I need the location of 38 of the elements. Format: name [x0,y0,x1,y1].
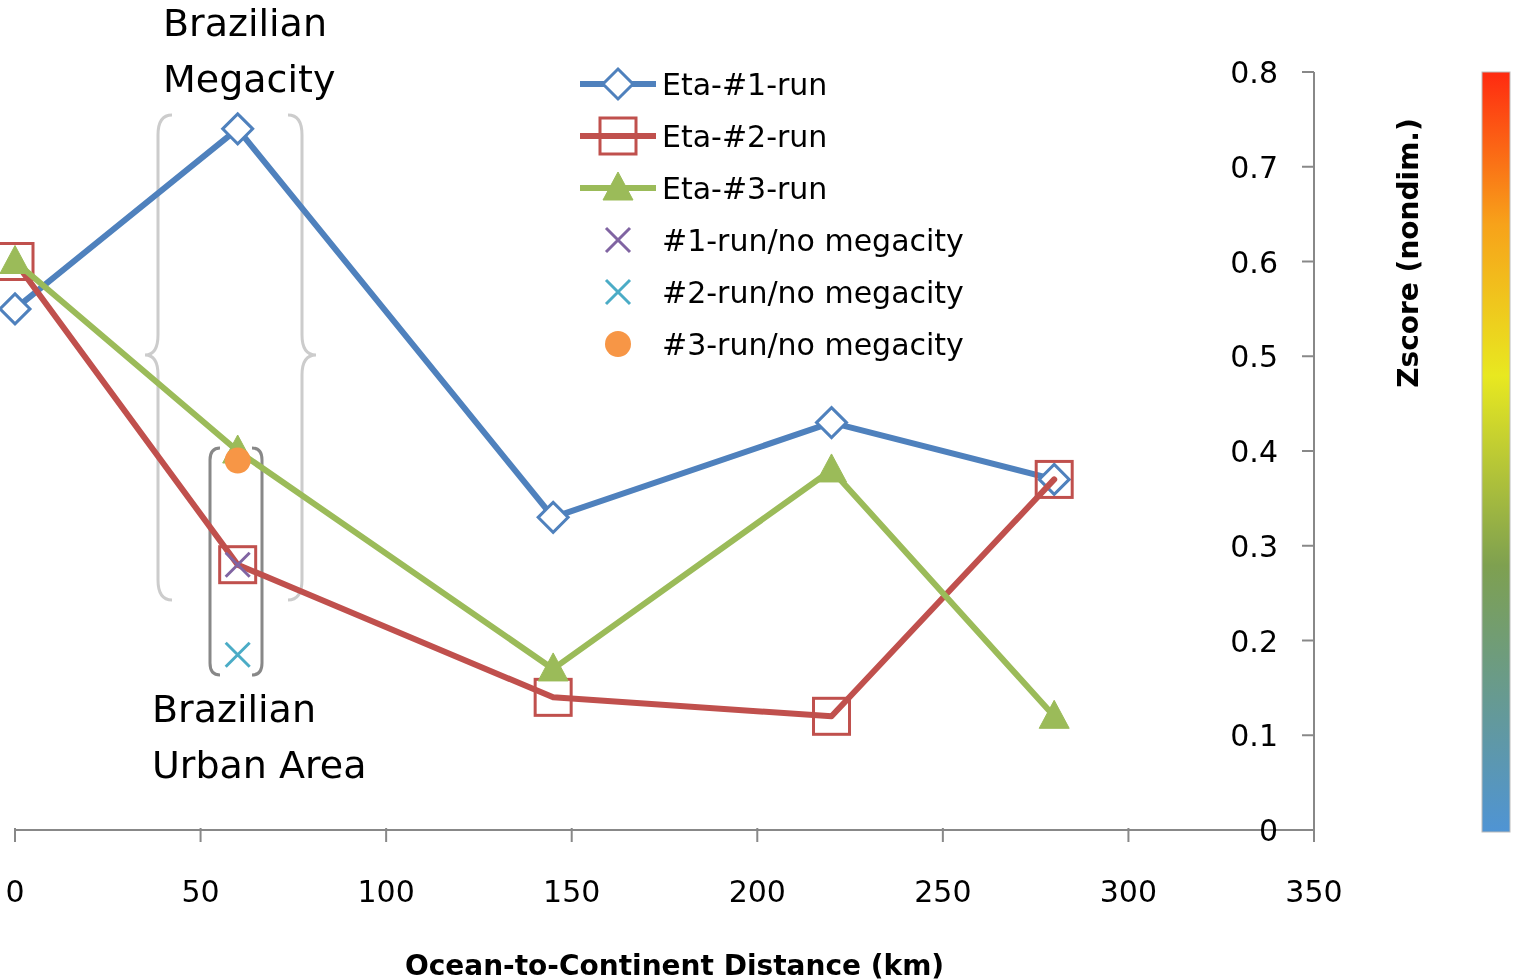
color-bar-title: Zscore (nondim.) [1392,118,1425,388]
point [218,545,258,585]
y-tick-label: 0.8 [1230,55,1278,90]
point [537,652,569,682]
legend-label: #3-run/no megacity [662,327,964,362]
legend-label: Eta-#1-run [662,67,828,102]
point [815,406,849,440]
x-tick-label: 350 [1285,874,1343,909]
point [816,453,848,483]
point [536,500,570,534]
legend-label: Eta-#3-run [662,171,828,206]
x-tick-label: 100 [357,874,415,909]
point [812,696,852,736]
point [1038,699,1070,729]
legend-label: Eta-#2-run [662,119,828,154]
y-tick-label: 0.2 [1230,623,1278,659]
x-tick-label: 200 [728,874,786,909]
y-tick-label: 0.7 [1230,149,1278,185]
x-axis-title: Ocean-to-Continent Distance (km) [404,949,945,980]
annotation: Brazilian Megacity [163,1,336,101]
x-tick-label: 0 [5,874,25,909]
point [221,112,255,146]
point [224,447,251,474]
point [0,292,32,326]
annotation: Brazilian Urban Area [152,687,367,787]
y-tick-label: 0.3 [1230,528,1278,564]
y-tick-label: 0.6 [1230,244,1278,280]
y-tick-label: 0.5 [1230,339,1278,375]
point [224,641,252,669]
y-tick-label: 0 [1258,813,1278,848]
x-tick-label: 50 [181,874,220,909]
y-tick-label: 0.1 [1230,718,1278,754]
x-tick-label: 300 [1099,874,1158,909]
legend-label: #2-run/no megacity [662,275,964,310]
x-tick-label: 150 [543,874,601,909]
legend-label: #1-run/no megacity [662,223,964,258]
x-tick-label: 250 [914,874,972,909]
y-tick-label: 0.4 [1230,434,1278,469]
